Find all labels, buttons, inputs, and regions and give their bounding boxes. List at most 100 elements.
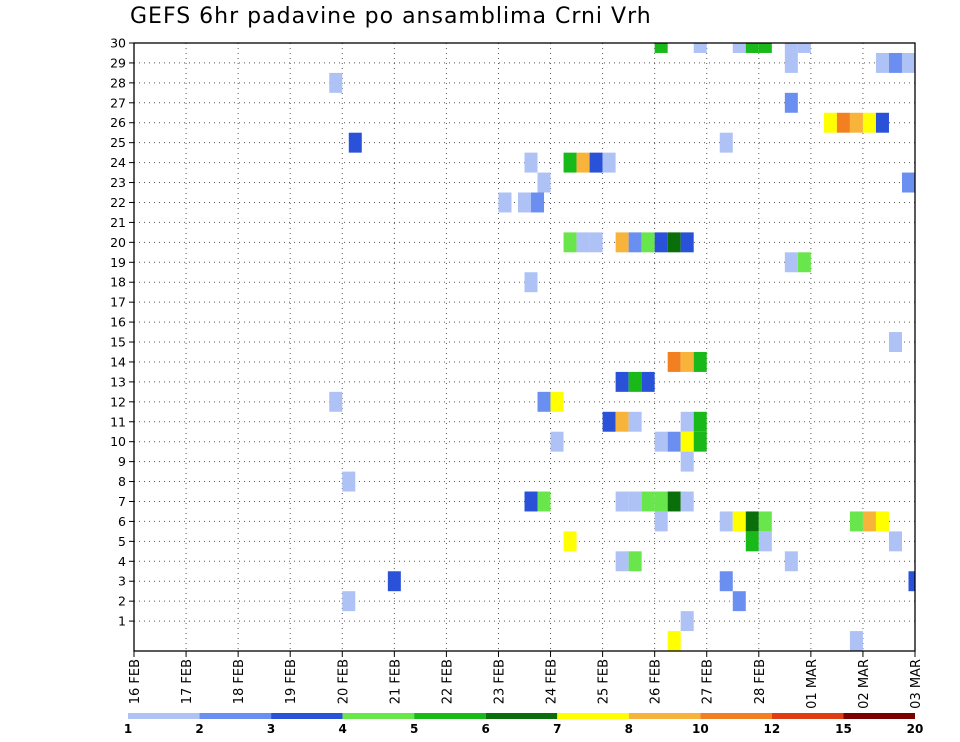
precip-cell: [732, 591, 746, 612]
y-tick-label: 30: [110, 36, 126, 51]
colorbar-label: 7: [553, 722, 561, 736]
precip-cell: [849, 112, 863, 133]
y-tick-label: 9: [118, 454, 126, 469]
precip-cell: [680, 491, 694, 512]
precip-cell: [654, 511, 668, 532]
precip-cell: [524, 272, 538, 293]
x-tick-label: 03 MAR: [909, 659, 924, 709]
colorbar-label: 8: [625, 722, 633, 736]
precip-cell: [524, 491, 538, 512]
colorbar-label: 4: [338, 722, 346, 736]
colorbar-label: 5: [410, 722, 418, 736]
precip-cell: [537, 391, 551, 412]
precip-cell: [875, 52, 889, 73]
colorbar-swatch: [700, 713, 772, 719]
precip-cell: [693, 43, 707, 53]
x-tick-label: 21 FEB: [388, 659, 403, 704]
y-tick-label: 14: [110, 354, 126, 369]
chart-title: GEFS 6hr padavine po ansamblima Crni Vrh: [130, 4, 652, 29]
precip-cell: [888, 52, 902, 73]
precip-cell: [628, 491, 642, 512]
precip-cell: [784, 551, 798, 572]
precip-cell: [628, 411, 642, 432]
precip-cell: [589, 232, 603, 253]
precip-cell: [732, 511, 746, 532]
precip-cell: [628, 371, 642, 392]
colorbar-label: 20: [907, 722, 924, 736]
precip-cell: [680, 232, 694, 253]
colorbar-swatch: [271, 713, 343, 719]
precip-cell: [329, 72, 343, 93]
x-tick-label: 16 FEB: [128, 659, 143, 704]
precip-cell: [888, 531, 902, 552]
y-tick-label: 11: [110, 414, 126, 429]
precip-cell: [823, 112, 837, 133]
precip-cell: [784, 92, 798, 113]
precip-cell: [537, 491, 551, 512]
colorbar-swatch: [342, 713, 415, 719]
x-tick-label: 27 FEB: [701, 659, 716, 704]
precip-cell: [654, 491, 668, 512]
precip-cell: [680, 411, 694, 432]
precip-cell: [745, 43, 759, 53]
precip-cell: [615, 371, 629, 392]
precip-cell: [589, 152, 603, 173]
precip-cell: [758, 531, 772, 552]
precip-cell: [576, 232, 590, 253]
precip-cell: [641, 491, 655, 512]
precip-cell: [758, 43, 772, 53]
precip-cell: [693, 411, 707, 432]
precip-cell: [550, 431, 564, 452]
precip-cell: [628, 232, 642, 253]
precip-cell: [862, 112, 876, 133]
x-tick-label: 26 FEB: [649, 659, 664, 704]
precip-cell: [667, 491, 681, 512]
y-tick-label: 22: [110, 195, 126, 210]
precip-cell: [719, 132, 733, 153]
precip-cell: [797, 252, 811, 273]
precip-cell: [342, 591, 356, 612]
y-tick-label: 3: [118, 574, 126, 589]
y-tick-label: 27: [110, 95, 126, 110]
precip-cell: [836, 112, 850, 133]
colorbar-swatch: [414, 713, 486, 719]
precip-cell: [531, 192, 545, 213]
x-tick-label: 23 FEB: [492, 659, 507, 704]
y-tick-label: 29: [110, 55, 126, 70]
precipitation-cells: [329, 43, 915, 651]
x-tick-label: 18 FEB: [232, 659, 247, 704]
y-tick-label: 16: [110, 315, 126, 330]
y-tick-label: 24: [110, 155, 126, 170]
y-tick-label: 7: [118, 494, 126, 509]
x-tick-label: 02 MAR: [857, 659, 872, 709]
precip-cell: [875, 112, 889, 133]
precip-cell: [719, 571, 733, 592]
colorbar-swatch: [557, 713, 629, 719]
precip-cell: [784, 52, 798, 73]
precip-cell: [615, 551, 629, 572]
y-tick-label: 18: [110, 275, 126, 290]
precip-cell: [758, 511, 772, 532]
y-tick-label: 5: [118, 534, 126, 549]
precip-cell: [667, 631, 681, 651]
colorbar-swatch: [628, 713, 701, 719]
x-tick-label: 20 FEB: [336, 659, 351, 704]
precip-cell: [667, 232, 681, 253]
x-tick-label: 22 FEB: [440, 659, 455, 704]
precip-cell: [745, 531, 759, 552]
y-tick-label: 15: [110, 335, 126, 350]
precip-cell: [680, 431, 694, 452]
y-tick-label: 2: [118, 594, 126, 609]
y-tick-label: 8: [118, 474, 126, 489]
colorbar-label: 15: [835, 722, 852, 736]
precip-cell: [615, 232, 629, 253]
precip-cell: [680, 451, 694, 472]
precip-cell: [797, 43, 811, 53]
precip-cell: [654, 232, 668, 253]
colorbar-label: 1: [124, 722, 132, 736]
y-tick-label: 6: [118, 514, 126, 529]
precip-cell: [641, 371, 655, 392]
precip-cell: [680, 351, 694, 372]
precip-cell: [875, 511, 889, 532]
